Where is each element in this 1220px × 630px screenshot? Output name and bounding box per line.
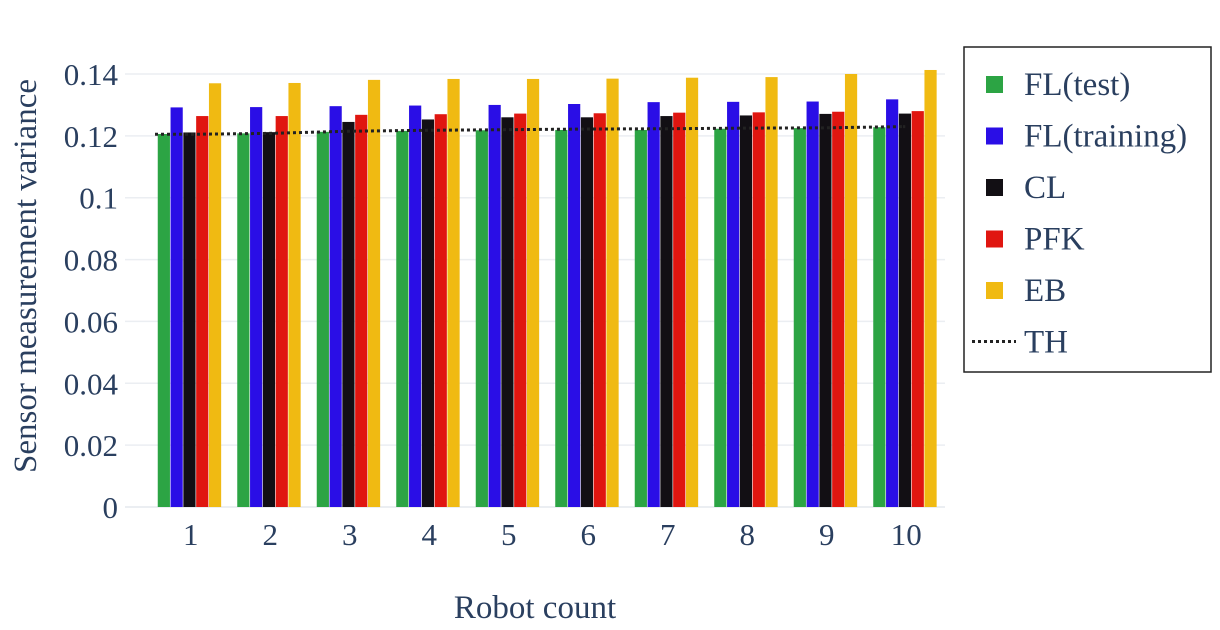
bar-pfk-1 (196, 116, 209, 507)
bar-eb-7 (685, 77, 699, 507)
x-tick-label: 8 (740, 517, 756, 552)
legend: FL(test) FL(training) CL PFK EB TH (963, 46, 1212, 373)
x-tick-label: 3 (342, 517, 358, 552)
bar-cl-7 (660, 116, 673, 507)
y-tick-label: 0 (103, 490, 119, 525)
x-tick-label: 5 (501, 517, 517, 552)
threshold-line (155, 125, 906, 136)
bar-pfk-9 (832, 111, 845, 508)
bar-fl-test-5 (475, 130, 488, 508)
x-tick-label: 7 (660, 517, 676, 552)
bar-cl-6 (580, 117, 594, 508)
x-tick-label: 10 (891, 517, 922, 552)
bar-fl-training-2 (250, 107, 263, 508)
bar-eb-5 (526, 78, 540, 507)
bar-cl-9 (819, 113, 832, 507)
bar-cl-1 (183, 132, 196, 507)
bar-eb-4 (447, 78, 460, 507)
threshold-line-layer (155, 125, 906, 136)
bar-cl-10 (898, 113, 912, 508)
legend-label-pfk: PFK (1024, 222, 1085, 258)
bar-eb-2 (288, 82, 301, 507)
bar-pfk-4 (434, 114, 447, 507)
bar-fl-training-3 (329, 106, 342, 507)
bar-eb-9 (844, 74, 858, 507)
bar-fl-training-8 (727, 101, 740, 507)
legend-swatch-cl (986, 179, 1003, 196)
bar-fl-test-3 (316, 131, 329, 507)
bar-pfk-2 (275, 116, 288, 507)
legend-swatch-fl-test (986, 76, 1003, 93)
bar-cl-4 (421, 119, 435, 507)
bar-cl-8 (739, 115, 753, 508)
bar-fl-test-2 (237, 133, 250, 507)
bar-fl-test-8 (714, 128, 727, 507)
y-tick-label: 0.04 (64, 366, 119, 401)
bar-pfk-5 (514, 113, 527, 508)
y-tick-label: 0.14 (64, 57, 119, 92)
bar-fl-test-4 (396, 130, 409, 507)
bar-pfk-7 (673, 112, 686, 508)
bar-pfk-8 (752, 112, 765, 507)
bar-fl-test-7 (634, 129, 647, 507)
y-tick-labels: 0 0.02 0.04 0.06 0.08 0.1 0.12 0.14 (64, 57, 119, 525)
x-tick-label: 6 (581, 517, 597, 552)
x-tick-label: 2 (263, 517, 279, 552)
bar-fl-training-4 (409, 105, 422, 507)
bars (157, 69, 937, 508)
bar-fl-test-9 (793, 128, 806, 507)
bar-pfk-6 (593, 113, 606, 507)
bar-eb-3 (367, 79, 381, 507)
bar-cl-5 (501, 117, 514, 508)
legend-label-fl-training: FL(training) (1024, 119, 1187, 155)
bar-fl-training-1 (170, 107, 183, 507)
legend-swatch-pfk (986, 230, 1003, 248)
bar-fl-training-6 (568, 104, 581, 507)
bar-eb-1 (208, 83, 222, 508)
x-tick-labels: 1 2 3 4 5 6 7 8 9 10 (183, 517, 922, 552)
bar-eb-10 (924, 69, 937, 508)
bar-fl-test-1 (157, 134, 170, 507)
y-axis-title: Sensor measurement variance (8, 79, 44, 473)
bar-fl-training-5 (488, 104, 501, 507)
y-tick-label: 0.02 (64, 428, 118, 463)
legend-swatch-eb (986, 282, 1003, 299)
bar-fl-test-10 (873, 127, 886, 507)
x-tick-label: 1 (183, 517, 199, 552)
bar-eb-6 (606, 78, 619, 507)
legend-label-th: TH (1024, 325, 1068, 361)
y-tick-label: 0.12 (64, 119, 118, 154)
legend-label-fl-test: FL(test) (1024, 67, 1130, 103)
x-axis-title: Robot count (454, 590, 616, 626)
bar-fl-training-7 (647, 102, 660, 508)
x-tick-label: 9 (819, 517, 835, 552)
bar-pfk-3 (355, 114, 368, 507)
legend-box (963, 46, 1212, 373)
x-tick-label: 4 (422, 517, 438, 552)
legend-swatch-fl-training (986, 127, 1003, 145)
y-tick-label: 0.06 (64, 304, 118, 339)
bar-pfk-10 (911, 111, 924, 507)
bar-fl-training-10 (886, 99, 899, 508)
legend-label-cl: CL (1024, 170, 1066, 206)
y-tick-label: 0.08 (64, 243, 118, 278)
legend-label-eb: EB (1024, 273, 1066, 309)
y-tick-label: 0.1 (79, 181, 118, 216)
bar-fl-test-6 (555, 129, 568, 507)
bar-fl-training-9 (806, 101, 819, 507)
bar-cl-3 (342, 121, 355, 508)
bar-cl-2 (262, 132, 276, 507)
bar-eb-8 (765, 77, 778, 507)
